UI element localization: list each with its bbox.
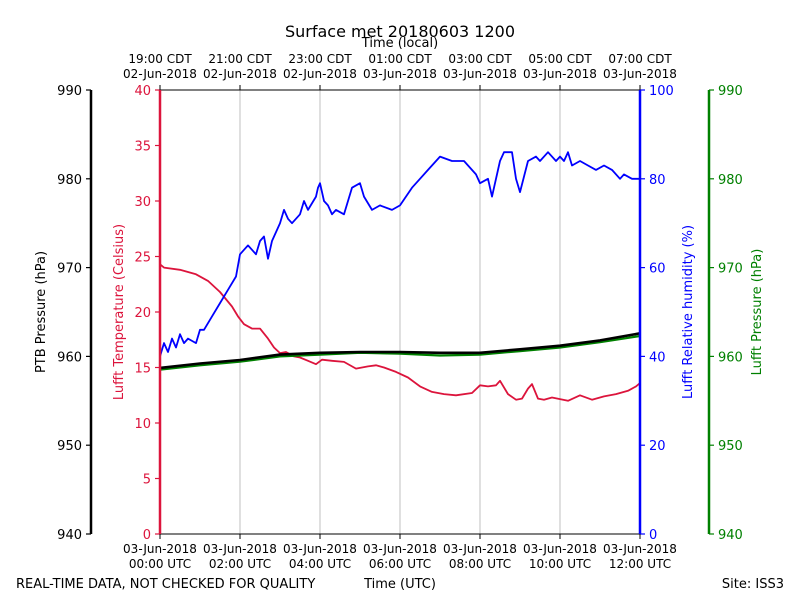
- lufft-pressure-line: [159, 334, 641, 371]
- y-tick-label: 15: [134, 362, 151, 377]
- top-x-tick-label: 02-Jun-2018: [283, 67, 357, 81]
- x-tick-label: 03-Jun-2018: [443, 542, 517, 556]
- top-axis-label: Time (local): [361, 36, 438, 51]
- top-x-tick-label: 03:00 CDT: [448, 52, 512, 66]
- temperature-axis-label: Lufft Temperature (Celsius): [112, 224, 127, 400]
- top-x-tick-label: 03-Jun-2018: [363, 67, 437, 81]
- y-tick-label: 940: [57, 528, 82, 543]
- y-tick-label: 100: [649, 84, 674, 99]
- y-tick-label: 970: [57, 262, 82, 277]
- y-tick-label: 25: [134, 251, 151, 266]
- x-tick-label: 06:00 UTC: [369, 557, 431, 571]
- axes-ticks: 940 950 960 970 980 990 0 5 10 15 20 25 30 35 40 0 20 40 6…: [57, 52, 743, 571]
- x-tick-label: 03-Jun-2018: [363, 542, 437, 556]
- top-x-tick-label: 19:00 CDT: [128, 52, 192, 66]
- lufft-pressure-axis-label: Lufft Pressure (hPa): [750, 249, 765, 376]
- top-x-tick-label: 02-Jun-2018: [203, 67, 277, 81]
- y-tick-label: 40: [649, 350, 666, 365]
- y-tick-label: 40: [134, 84, 151, 99]
- chart-title: Surface met 20180603 1200: [285, 22, 515, 41]
- top-x-tick-label: 03-Jun-2018: [443, 67, 517, 81]
- lufft-temperature-line: [159, 263, 641, 402]
- y-tick-label: 990: [57, 84, 82, 99]
- data-series: [159, 151, 641, 402]
- y-tick-label: 960: [57, 350, 82, 365]
- ptb-pressure-axis-label: PTB Pressure (hPa): [34, 251, 49, 373]
- lufft-relative-humidity-line: [159, 151, 640, 357]
- y-tick-label: 970: [718, 262, 743, 277]
- x-tick-label: 03-Jun-2018: [603, 542, 677, 556]
- x-tick-label: 00:00 UTC: [129, 557, 191, 571]
- ptb-pressure-line: [159, 332, 641, 370]
- top-x-tick-label: 01:00 CDT: [368, 52, 432, 66]
- y-tick-label: 950: [718, 439, 743, 454]
- y-tick-label: 5: [143, 473, 151, 488]
- x-tick-label: 08:00 UTC: [449, 557, 511, 571]
- site-label: Site: ISS3: [722, 577, 784, 592]
- y-tick-label: 20: [649, 439, 666, 454]
- top-x-tick-label: 05:00 CDT: [528, 52, 592, 66]
- footer-quality-note: REAL-TIME DATA, NOT CHECKED FOR QUALITY: [16, 577, 315, 592]
- y-tick-label: 980: [57, 173, 82, 188]
- x-tick-label: 04:00 UTC: [289, 557, 351, 571]
- y-tick-label: 960: [718, 350, 743, 365]
- x-tick-label: 03-Jun-2018: [123, 542, 197, 556]
- y-tick-label: 30: [134, 195, 151, 210]
- y-tick-label: 80: [649, 173, 666, 188]
- top-x-tick-label: 03-Jun-2018: [603, 67, 677, 81]
- x-tick-label: 03-Jun-2018: [523, 542, 597, 556]
- vertical-gridlines: [239, 90, 561, 534]
- top-x-tick-label: 03-Jun-2018: [523, 67, 597, 81]
- y-tick-label: 950: [57, 439, 82, 454]
- top-x-tick-label: 23:00 CDT: [288, 52, 352, 66]
- humidity-axis-label: Lufft Relative humidity (%): [681, 225, 696, 399]
- y-tick-label: 0: [649, 528, 657, 543]
- y-tick-label: 60: [649, 262, 666, 277]
- y-tick-label: 940: [718, 528, 743, 543]
- top-x-tick-label: 02-Jun-2018: [123, 67, 197, 81]
- y-tick-label: 990: [718, 84, 743, 99]
- y-tick-label: 10: [134, 417, 151, 432]
- x-axis-label: Time (UTC): [363, 577, 436, 592]
- x-tick-label: 03-Jun-2018: [203, 542, 277, 556]
- x-tick-label: 02:00 UTC: [209, 557, 271, 571]
- x-tick-label: 12:00 UTC: [609, 557, 671, 571]
- y-tick-label: 980: [718, 173, 743, 188]
- x-tick-label: 10:00 UTC: [529, 557, 591, 571]
- x-tick-label: 03-Jun-2018: [283, 542, 357, 556]
- top-x-tick-label: 07:00 CDT: [608, 52, 672, 66]
- y-tick-label: 35: [134, 140, 151, 155]
- y-tick-label: 0: [143, 528, 151, 543]
- top-x-tick-label: 21:00 CDT: [208, 52, 272, 66]
- y-tick-label: 20: [134, 306, 151, 321]
